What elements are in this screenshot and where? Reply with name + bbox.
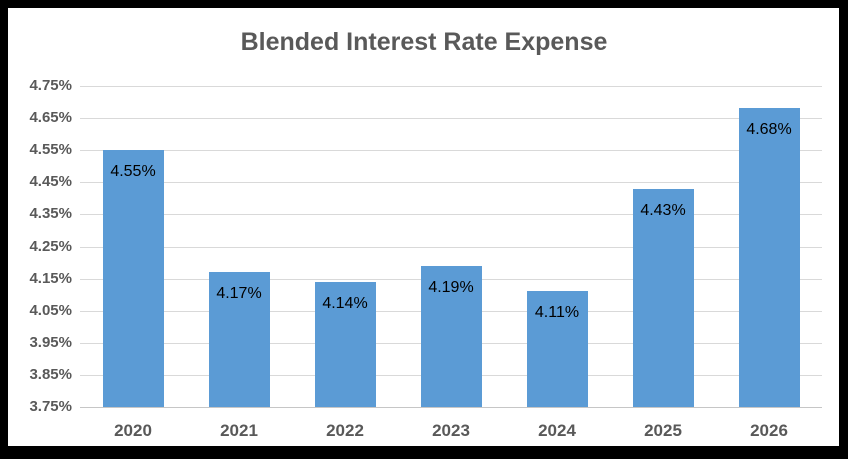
y-axis-tick-label: 4.05% bbox=[29, 301, 72, 319]
bar-data-label: 4.11% bbox=[534, 304, 580, 322]
bar-2024: 4.11% bbox=[526, 291, 588, 407]
y-axis-tick-label: 4.15% bbox=[29, 269, 72, 287]
y-axis-tick-label: 3.85% bbox=[29, 365, 72, 383]
y-axis-tick-label: 4.65% bbox=[29, 109, 72, 127]
gridline bbox=[80, 214, 822, 216]
x-axis-category-label: 2023 bbox=[432, 421, 470, 440]
bar-data-label: 4.14% bbox=[322, 294, 368, 312]
y-axis-tick-label: 4.25% bbox=[29, 237, 72, 255]
bar-2021: 4.17% bbox=[208, 272, 270, 407]
bar-data-label: 4.55% bbox=[110, 163, 156, 181]
bar-data-label: 4.17% bbox=[216, 285, 262, 303]
y-axis-tick-label: 4.75% bbox=[29, 77, 72, 94]
gridline bbox=[80, 150, 822, 152]
x-axis-category-label: 2025 bbox=[644, 421, 682, 440]
bar-data-label: 4.19% bbox=[428, 278, 474, 296]
gridline bbox=[80, 86, 822, 87]
x-axis-line bbox=[80, 407, 822, 408]
x-axis-category-label: 2026 bbox=[750, 421, 788, 440]
chart-title: Blended Interest Rate Expense bbox=[240, 28, 608, 56]
bar-2023: 4.19% bbox=[420, 265, 482, 407]
y-axis-tick-label: 4.55% bbox=[29, 141, 72, 159]
plot-area: 4.55% 4.17% 4.14% 4.19% 4.11% 4.43% 4.68% bbox=[80, 86, 822, 408]
y-axis-tick-label: 4.45% bbox=[29, 173, 72, 191]
gridline bbox=[80, 182, 822, 184]
x-axis-category-label: 2020 bbox=[114, 421, 152, 440]
y-axis-tick-label: 3.75% bbox=[29, 398, 72, 415]
gridline bbox=[80, 246, 822, 248]
x-axis-category-label: 2024 bbox=[538, 421, 576, 440]
bar-2025: 4.43% bbox=[632, 188, 694, 407]
y-axis-tick-label: 3.95% bbox=[29, 333, 72, 351]
bar-2026: 4.68% bbox=[738, 108, 800, 407]
bar-2020: 4.55% bbox=[102, 150, 164, 407]
bar-data-label: 4.43% bbox=[640, 201, 686, 219]
y-axis-tick-label: 4.35% bbox=[29, 205, 72, 223]
bar-2022: 4.14% bbox=[314, 281, 376, 407]
x-axis-category-label: 2021 bbox=[220, 421, 258, 440]
bar-data-label: 4.68% bbox=[746, 121, 792, 139]
x-axis-category-label: 2022 bbox=[326, 421, 364, 440]
gridline bbox=[80, 118, 822, 120]
